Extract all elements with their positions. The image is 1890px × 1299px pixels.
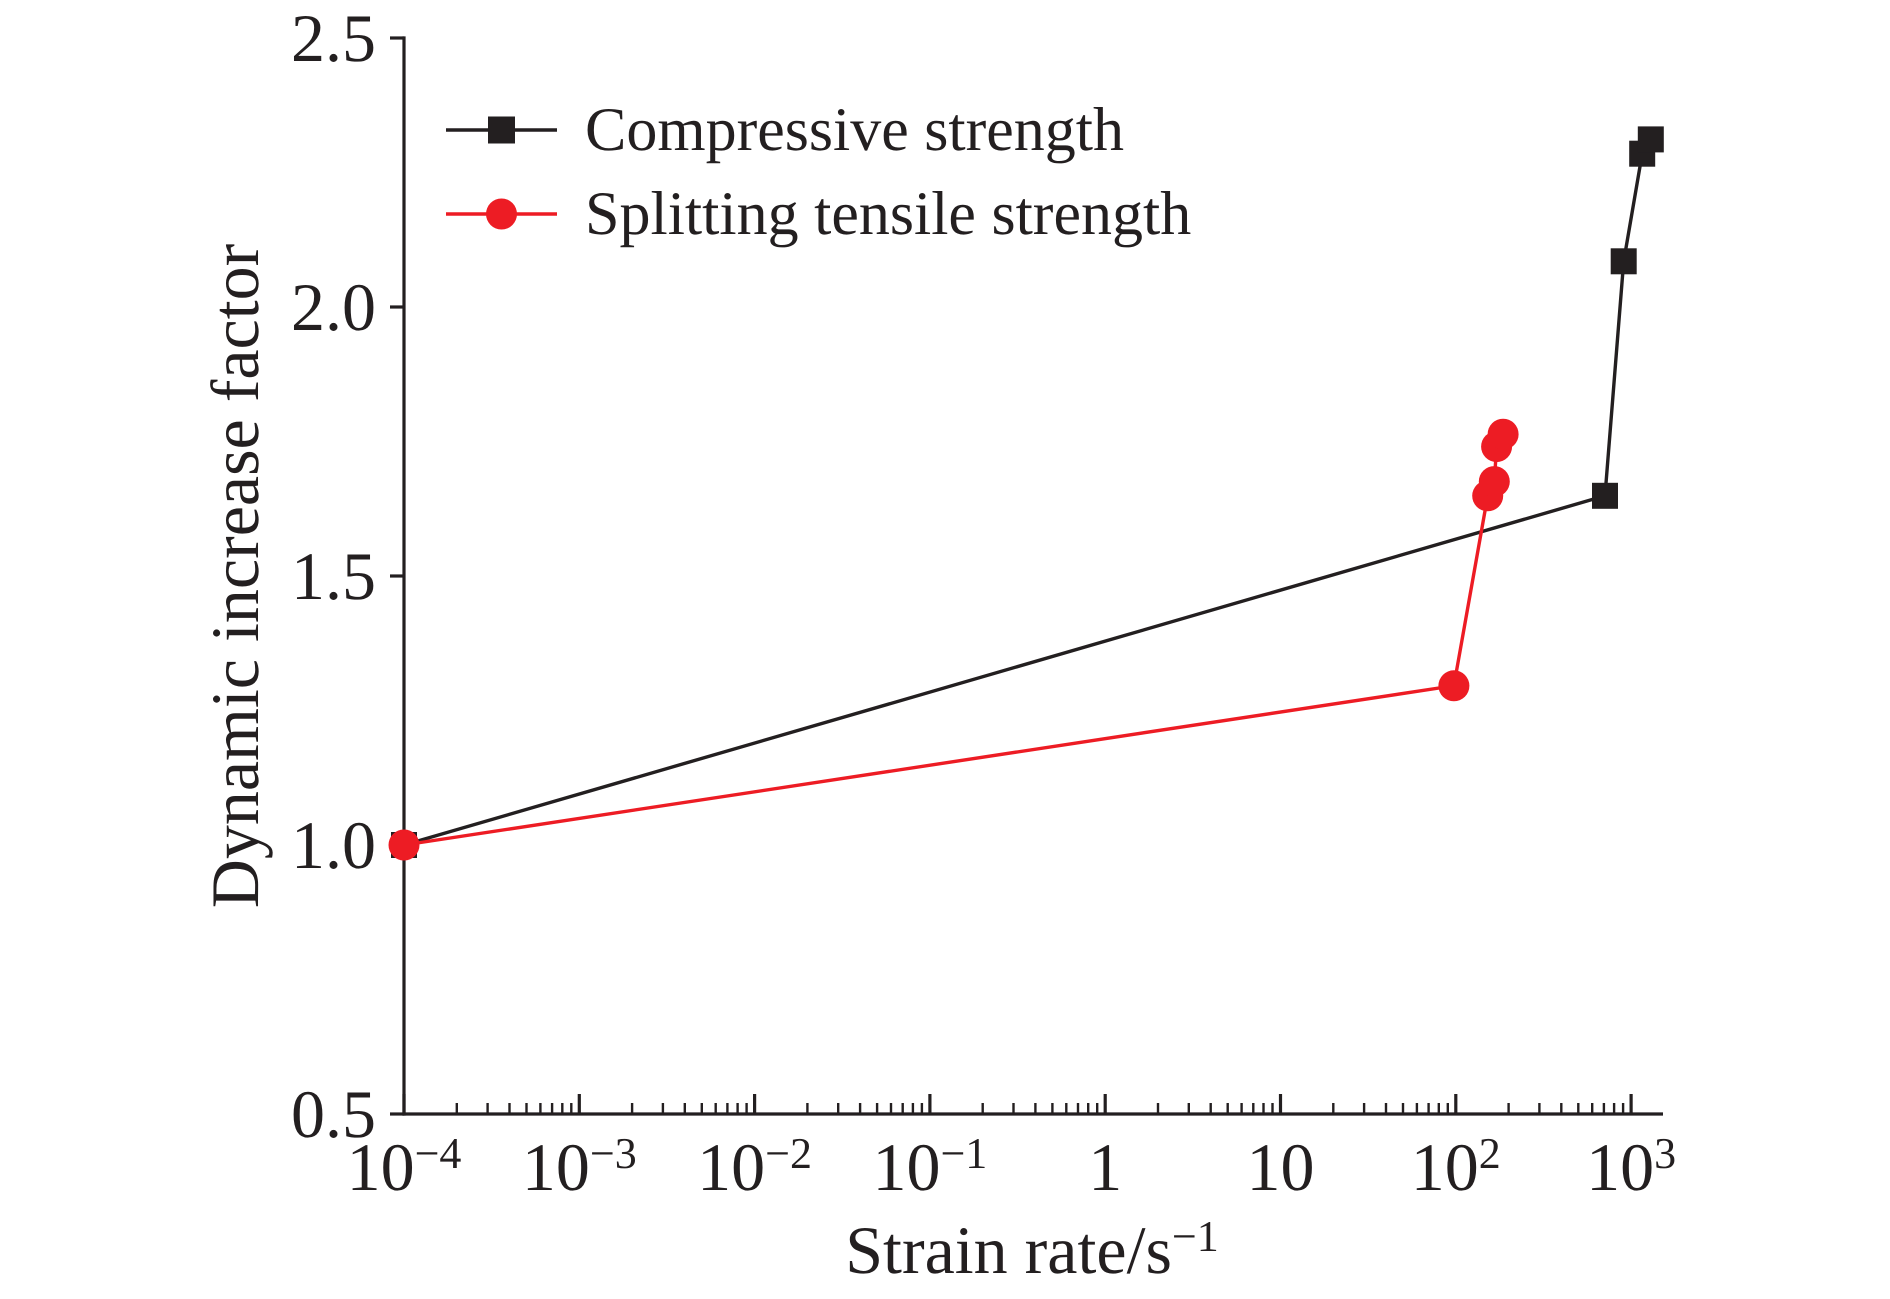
svg-text:1.0: 1.0 (291, 807, 376, 883)
svg-text:2.0: 2.0 (291, 269, 376, 345)
svg-text:Strain rate/s−1: Strain rate/s−1 (845, 1212, 1219, 1288)
svg-text:1.5: 1.5 (291, 538, 376, 614)
svg-text:Splitting tensile strength: Splitting tensile strength (585, 180, 1191, 248)
svg-text:Compressive strength: Compressive strength (585, 96, 1124, 164)
svg-text:10: 10 (1247, 1129, 1315, 1205)
svg-text:1: 1 (1088, 1129, 1122, 1205)
svg-text:Dynamic increase factor: Dynamic increase factor (197, 243, 273, 908)
svg-text:2.5: 2.5 (291, 0, 376, 76)
